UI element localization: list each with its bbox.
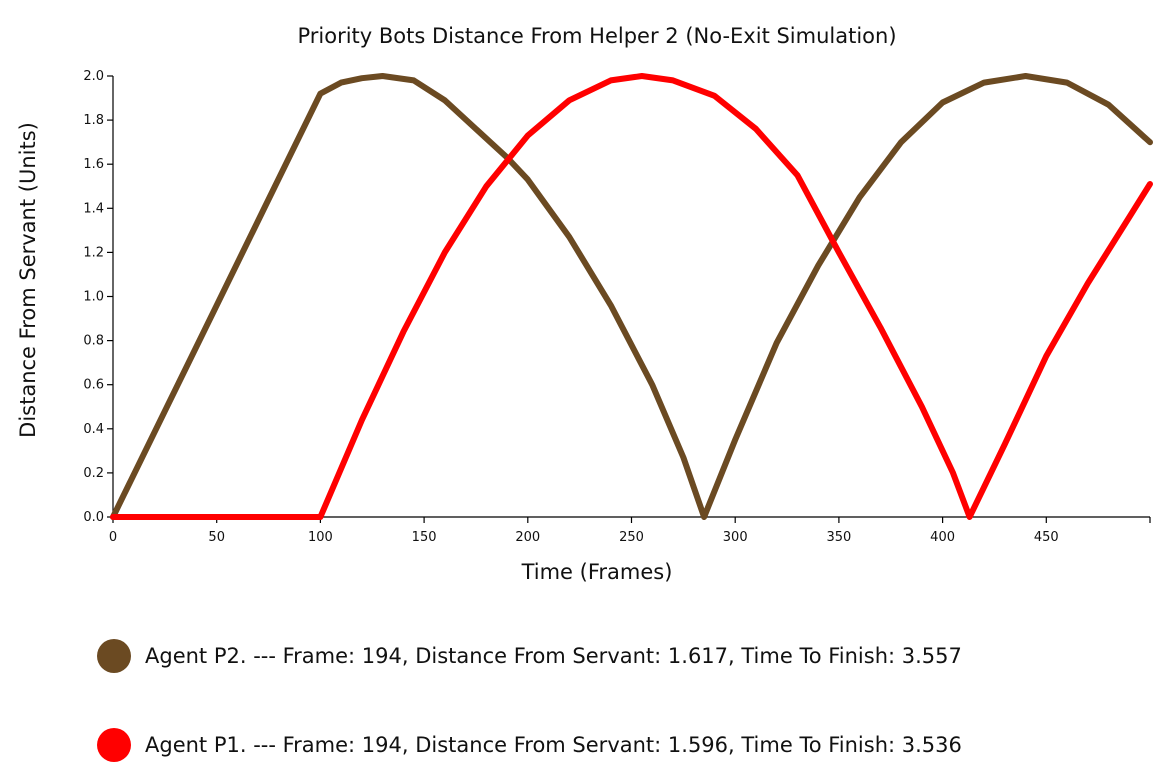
y-tick-label: 1.6 <box>83 157 104 172</box>
x-tick-label: 150 <box>412 530 437 545</box>
y-tick-label: 0.0 <box>83 510 104 525</box>
x-tick-label: 0 <box>109 530 117 545</box>
x-tick-label: 350 <box>826 530 851 545</box>
y-tick-label: 0.6 <box>83 378 104 393</box>
legend-marker-icon <box>97 728 131 762</box>
series-line-agent-p2 <box>110 73 1153 520</box>
x-axis-label: Time (Frames) <box>521 560 673 584</box>
y-axis-label: Distance From Servant (Units) <box>16 122 40 438</box>
legend-label: Agent P1. --- Frame: 194, Distance From … <box>145 733 962 757</box>
x-tick-label: 300 <box>723 530 748 545</box>
x-tick-label: 450 <box>1034 530 1059 545</box>
legend-item-p2: Agent P2. --- Frame: 194, Distance From … <box>97 639 962 673</box>
y-tick-label: 2.0 <box>83 69 104 84</box>
x-axis: 0 50 100 150 200 250 300 350 400 450 <box>109 516 1151 545</box>
legend-marker-icon <box>97 639 131 673</box>
y-axis: 0.0 0.2 0.4 0.6 0.8 1.0 1.2 1.4 1.6 1.8 2.0 <box>83 69 114 525</box>
series-layer <box>110 73 1153 520</box>
chart-title: Priority Bots Distance From Helper 2 (No… <box>297 24 896 48</box>
y-tick-label: 1.8 <box>83 113 104 128</box>
y-tick-label: 0.2 <box>83 466 104 481</box>
x-tick-label: 250 <box>619 530 644 545</box>
legend-label: Agent P2. --- Frame: 194, Distance From … <box>145 644 962 668</box>
y-tick-label: 0.4 <box>83 422 104 437</box>
y-tick-label: 1.2 <box>83 245 104 260</box>
y-tick-label: 1.4 <box>83 201 104 216</box>
x-tick-label: 100 <box>308 530 333 545</box>
series-line-agent-p1 <box>110 73 1153 520</box>
y-tick-label: 0.8 <box>83 334 104 349</box>
x-tick-label: 50 <box>208 530 225 545</box>
y-tick-label: 1.0 <box>83 290 104 305</box>
x-tick-label: 400 <box>930 530 955 545</box>
legend-item-p1: Agent P1. --- Frame: 194, Distance From … <box>97 728 962 762</box>
x-tick-label: 200 <box>515 530 540 545</box>
chart: Priority Bots Distance From Helper 2 (No… <box>16 24 1153 584</box>
